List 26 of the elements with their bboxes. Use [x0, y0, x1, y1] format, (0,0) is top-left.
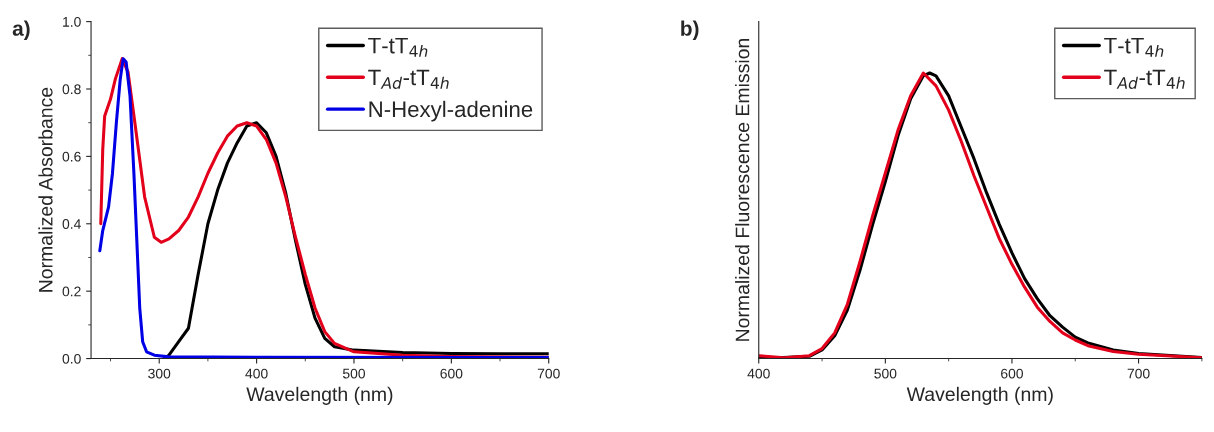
x-axis-title: Wavelength (nm): [906, 386, 1053, 405]
y-tick-label: 0.8: [62, 84, 81, 95]
y-tick-label: 0.0: [62, 353, 81, 364]
y-tick-label: 0.6: [62, 151, 81, 162]
x-tick-label: 700: [537, 368, 560, 379]
legend-label: T-tT$_{4h}$: [1104, 37, 1164, 57]
y-axis-title: Normalized Absorbance: [38, 87, 53, 292]
legend-label: T$_{Ad}$-tT$_{4h}$: [368, 69, 449, 89]
legend-label: T$_{Ad}$-tT$_{4h}$: [1104, 69, 1185, 89]
x-tick-label: 400: [245, 368, 268, 379]
legend-label: T-tT$_{4h}$: [368, 37, 428, 57]
x-tick-label: 700: [1127, 368, 1150, 379]
chart-title: a): [12, 20, 30, 40]
chart-title: b): [681, 20, 699, 40]
y-tick-label: 1.0: [63, 16, 81, 27]
legend-label: N-Hexyl-adenine: [369, 100, 533, 122]
x-tick-label: 600: [1001, 368, 1023, 379]
x-axis-title: Wavelength (nm): [246, 386, 393, 405]
x-tick-label: 400: [747, 368, 770, 379]
x-tick-label: 500: [874, 368, 897, 379]
y-tick-label: 0.2: [62, 286, 81, 297]
y-tick-label: 0.4: [62, 219, 81, 229]
x-tick-label: 500: [342, 368, 366, 379]
x-tick-label: 600: [440, 368, 463, 379]
x-tick-label: 300: [148, 368, 171, 379]
y-axis-title: Normalized Fluorescence Emission: [735, 38, 750, 341]
